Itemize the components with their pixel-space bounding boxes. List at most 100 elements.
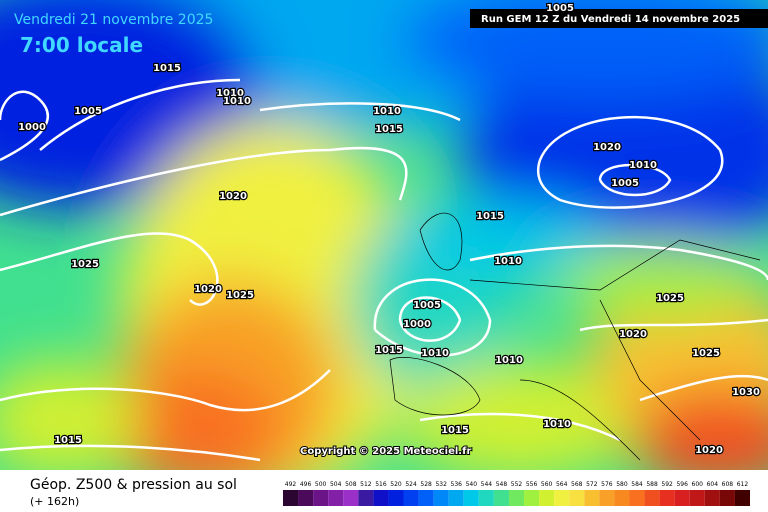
legend-label: 568: [571, 481, 583, 488]
legend-label: 576: [601, 481, 613, 488]
legend-label: 512: [360, 481, 372, 488]
isobar-label: 1030: [732, 387, 760, 398]
legend-swatch: [403, 490, 419, 506]
isobar-label: 1005: [413, 300, 441, 311]
isobar-label: 1025: [692, 348, 720, 359]
isobar-label: 1020: [219, 191, 247, 202]
map-time: 7:00 locale: [20, 33, 143, 57]
legend-label: 556: [526, 481, 538, 488]
isobar-label: 1015: [54, 435, 82, 446]
legend-label: 584: [631, 481, 643, 488]
legend-swatch: [719, 490, 735, 506]
isobar-label: 1020: [593, 142, 621, 153]
legend-swatch: [674, 490, 690, 506]
legend-swatch: [298, 490, 314, 506]
legend-swatch: [734, 490, 750, 506]
isobar-label: 1015: [153, 63, 181, 74]
legend-label: 540: [466, 481, 478, 488]
footer-lead: (+ 162h): [30, 495, 79, 508]
legend-swatch: [599, 490, 615, 506]
isobar-label: 1010: [373, 106, 401, 117]
legend-label: 604: [707, 481, 719, 488]
legend-swatch: [659, 490, 675, 506]
legend-label: 496: [300, 481, 312, 488]
legend-swatch: [524, 490, 540, 506]
legend-swatch: [418, 490, 434, 506]
isobar-label: 1010: [543, 419, 571, 430]
legend-swatch: [328, 490, 344, 506]
legend-label: 548: [496, 481, 508, 488]
legend-swatch: [554, 490, 570, 506]
legend-swatch: [493, 490, 509, 506]
legend-label: 608: [722, 481, 734, 488]
legend-swatch: [313, 490, 329, 506]
legend-swatch: [539, 490, 555, 506]
legend-label: 520: [390, 481, 402, 488]
isobar-label: 1020: [619, 329, 647, 340]
legend-label: 596: [676, 481, 688, 488]
isobar-label: 1010: [494, 256, 522, 267]
legend-swatch: [614, 490, 630, 506]
legend-label: 516: [375, 481, 387, 488]
run-box: [470, 9, 768, 28]
legend-swatch: [283, 490, 299, 506]
isobar-label: 1005: [611, 178, 639, 189]
legend-swatch: [629, 490, 645, 506]
legend: 492 496 500 504 508 512 516 520 524 528 532 536 540 5…: [283, 481, 750, 506]
isobar-labels: 1005 1015 1010 1010 1005 1000 1010 1015 1020 1010…: [17, 2, 761, 458]
isobar-label: 1025: [71, 259, 99, 270]
legend-label: 572: [586, 481, 598, 488]
isobar-label: 1010: [629, 160, 657, 171]
legend-swatch: [463, 490, 479, 506]
isobar-label: 1015: [375, 345, 403, 356]
legend-label: 504: [330, 481, 342, 488]
isobar-label: 1010: [421, 348, 449, 359]
isobar-label: 1015: [476, 211, 504, 222]
isobar-label: 1000: [18, 122, 46, 133]
legend-label: 600: [692, 481, 704, 488]
isobar-label: 1000: [403, 319, 431, 330]
legend-label: 492: [285, 481, 297, 488]
legend-label: 588: [646, 481, 658, 488]
run-info: Run GEM 12 Z du Vendredi 14 novembre 202…: [481, 14, 740, 25]
isobar-label: 1010: [495, 355, 523, 366]
legend-label: 508: [345, 481, 357, 488]
isobar-label: 1020: [194, 284, 222, 295]
isobar-label: 1010: [216, 88, 244, 99]
legend-swatch: [373, 490, 389, 506]
legend-swatch: [358, 490, 374, 506]
legend-swatch: [644, 490, 660, 506]
isobar-label: 1015: [441, 425, 469, 436]
isobar-label: 1020: [695, 445, 723, 456]
legend-swatch: [478, 490, 494, 506]
isobar-label: 1025: [656, 293, 684, 304]
legend-label: 564: [556, 481, 568, 488]
legend-swatch: [508, 490, 525, 506]
legend-swatch: [433, 490, 449, 506]
legend-label: 500: [315, 481, 327, 488]
legend-label: 592: [661, 481, 673, 488]
legend-label: 580: [616, 481, 628, 488]
legend-label: 560: [541, 481, 553, 488]
copyright: Copyright © 2025 Meteociel.fr: [300, 446, 471, 457]
field: [0, 0, 768, 470]
isobar-label: 1005: [74, 106, 102, 117]
legend-swatch: [584, 490, 600, 506]
legend-label: 524: [405, 481, 417, 488]
legend-label: 552: [511, 481, 523, 488]
legend-swatch: [448, 490, 464, 506]
legend-label: 536: [451, 481, 463, 488]
legend-label: 532: [435, 481, 447, 488]
legend-label: 612: [737, 481, 749, 488]
legend-swatch: [343, 490, 359, 506]
isobar-label: 1005: [546, 3, 574, 14]
legend-swatch: [388, 490, 404, 506]
legend-label: 528: [420, 481, 432, 488]
legend-swatch: [689, 490, 705, 506]
footer-title: Géop. Z500 & pression au sol: [30, 477, 237, 493]
legend-swatch: [704, 490, 720, 506]
isobar-label: 1025: [226, 290, 254, 301]
legend-label: 544: [481, 481, 493, 488]
legend-swatch: [569, 490, 585, 506]
